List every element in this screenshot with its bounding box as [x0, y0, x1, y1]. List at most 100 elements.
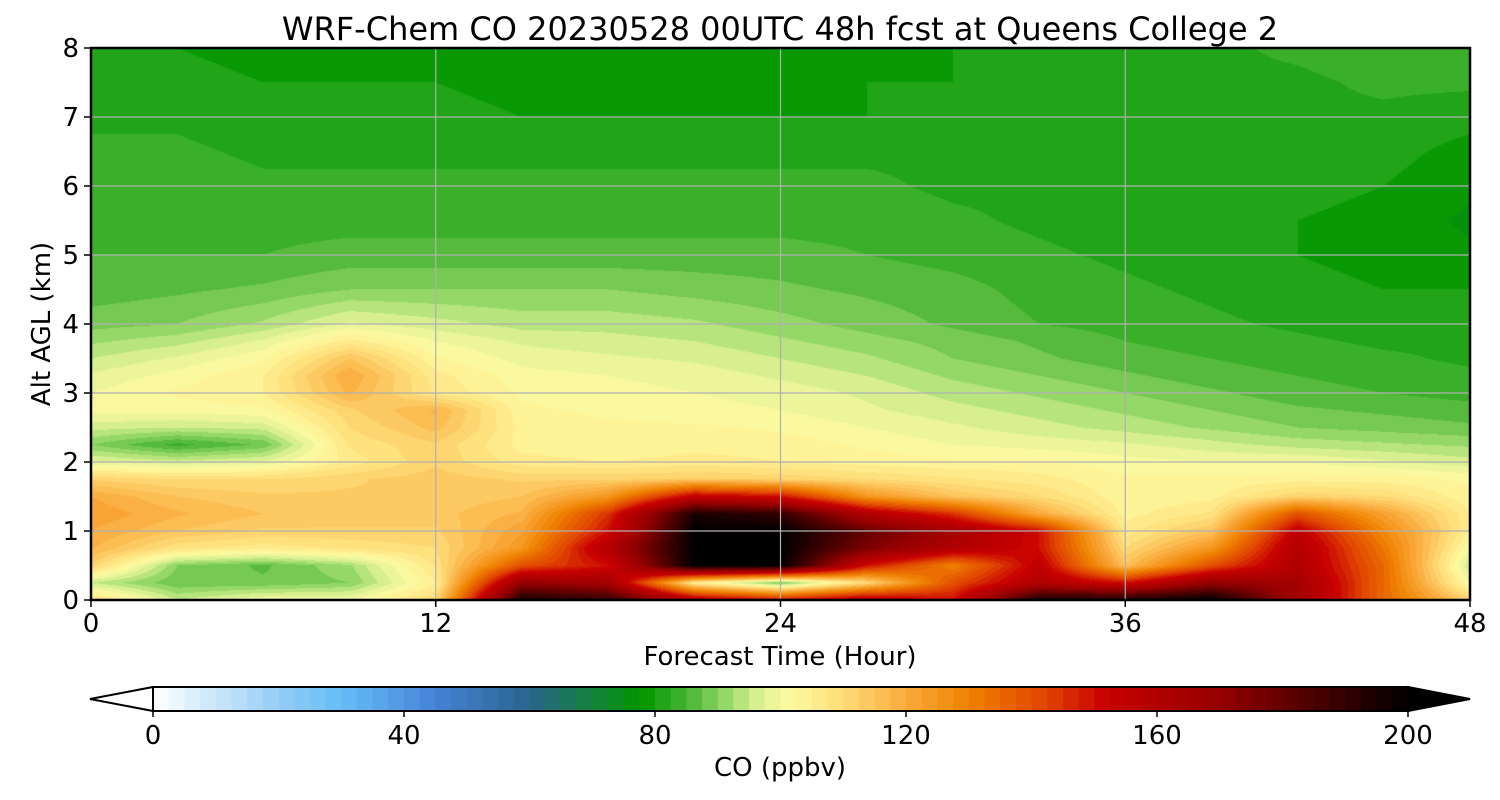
colorbar-bin [639, 687, 656, 711]
y-tick-label: 0 [62, 586, 79, 616]
x-tick-label: 0 [83, 609, 100, 639]
y-axis-label: Alt AGL (km) [27, 242, 57, 406]
colorbar-bin [890, 687, 907, 711]
y-axis: 0 1 2 3 4 5 6 7 8 [62, 34, 91, 616]
colorbar-bin [341, 687, 358, 711]
x-axis-label: Forecast Time (Hour) [643, 642, 916, 672]
colorbar-frame [152, 686, 1409, 712]
y-tick-label: 5 [62, 241, 79, 271]
colorbar-tick-label: 200 [1383, 721, 1433, 751]
colorbar-bin [247, 687, 264, 711]
y-tick-label: 1 [62, 517, 79, 547]
colorbar-bin [435, 687, 452, 711]
colorbar-bin [1345, 687, 1362, 711]
colorbar-ticks: 0 40 80 120 160 200 [145, 711, 1433, 751]
colorbar-bin [231, 687, 248, 711]
colorbar-bin [1125, 687, 1142, 711]
x-axis: 0 12 24 36 48 [83, 600, 1487, 639]
colorbar-bin [1392, 687, 1409, 711]
colorbar-tick-label: 120 [881, 721, 931, 751]
colorbar-bin [968, 687, 986, 711]
colorbar-bin [356, 687, 374, 711]
colorbar-bin [200, 687, 217, 711]
colorbar-bin [545, 687, 562, 711]
colorbar-bin [294, 687, 311, 711]
colorbar-bin [168, 687, 185, 711]
colorbar-high-extension [1407, 685, 1471, 713]
colorbar-low-extension [89, 685, 154, 713]
colorbar-bin [1219, 687, 1237, 711]
colorbar-tick-label: 80 [638, 721, 671, 751]
colorbar-bin [984, 687, 1001, 711]
colorbar-bin [1015, 687, 1033, 711]
colorbar-bin [670, 687, 687, 711]
colorbar-bin [1266, 687, 1284, 711]
colorbar-bin [764, 687, 782, 711]
colorbar-tick-label: 40 [387, 721, 420, 751]
y-tick-label: 7 [62, 103, 79, 133]
colorbar-bin [921, 687, 938, 711]
colorbar-bin [498, 687, 515, 711]
colorbar-bin [1360, 687, 1378, 711]
colorbar-bin [1078, 687, 1095, 711]
colorbar-bin [686, 687, 703, 711]
colorbar-bin [1298, 687, 1315, 711]
colorbar-bin [749, 687, 766, 711]
colorbar-bin [1062, 687, 1080, 711]
colorbar-bin [1188, 687, 1205, 711]
colorbar-bin [811, 687, 829, 711]
colorbar-bin [655, 687, 672, 711]
colorbar-bin [1251, 687, 1268, 711]
colorbar-bin [451, 687, 468, 711]
colorbar-bin [1094, 687, 1111, 711]
colorbar-bin [1235, 687, 1252, 711]
colorbar-bin [1047, 687, 1064, 711]
colorbar-bin [1000, 687, 1017, 711]
colorbar-bin [482, 687, 499, 711]
colorbar: 0 40 80 120 160 200 CO (ppbv) [89, 685, 1471, 783]
colorbar-bin [733, 687, 750, 711]
colorbar-bin [184, 687, 201, 711]
colorbar-bin [419, 687, 436, 711]
colorbar-bin [937, 687, 954, 711]
colorbar-bin [372, 687, 389, 711]
colorbar-tick-label: 0 [145, 721, 162, 751]
colorbar-bin [592, 687, 609, 711]
colorbar-bin [1282, 687, 1299, 711]
chart-title: WRF-Chem CO 20230528 00UTC 48h fcst at Q… [282, 10, 1278, 48]
colorbar-bin [388, 687, 405, 711]
x-tick-label: 12 [419, 609, 452, 639]
colorbar-bin [404, 687, 421, 711]
colorbar-bin [702, 687, 719, 711]
colorbar-bin [215, 687, 233, 711]
colorbar-bin [262, 687, 280, 711]
colorbar-bin [576, 687, 593, 711]
y-tick-label: 4 [62, 310, 79, 340]
colorbar-label: CO (ppbv) [714, 753, 846, 783]
colorbar-bin [466, 687, 484, 711]
colorbar-bin [843, 687, 860, 711]
colorbar-bin [623, 687, 640, 711]
colorbar-bin [1376, 687, 1393, 711]
colorbar-bin [153, 687, 170, 711]
colorbar-bin [1172, 687, 1189, 711]
colorbar-bin [717, 687, 735, 711]
colorbar-bin [309, 687, 327, 711]
colorbar-bin [874, 687, 891, 711]
colorbar-tick-label: 160 [1132, 721, 1182, 751]
colorbar-bin [1329, 687, 1346, 711]
colorbar-bin [1157, 687, 1174, 711]
colorbar-bin [827, 687, 844, 711]
x-tick-label: 36 [1109, 609, 1142, 639]
colorbar-bin [780, 687, 797, 711]
colorbar-bins [153, 687, 1409, 711]
colorbar-bin [1109, 687, 1127, 711]
colorbar-bin [529, 687, 546, 711]
y-tick-label: 6 [62, 172, 79, 202]
colorbar-bin [1204, 687, 1221, 711]
colorbar-bin [1031, 687, 1048, 711]
colorbar-bin [796, 687, 813, 711]
colorbar-bin [607, 687, 625, 711]
colorbar-bin [278, 687, 295, 711]
